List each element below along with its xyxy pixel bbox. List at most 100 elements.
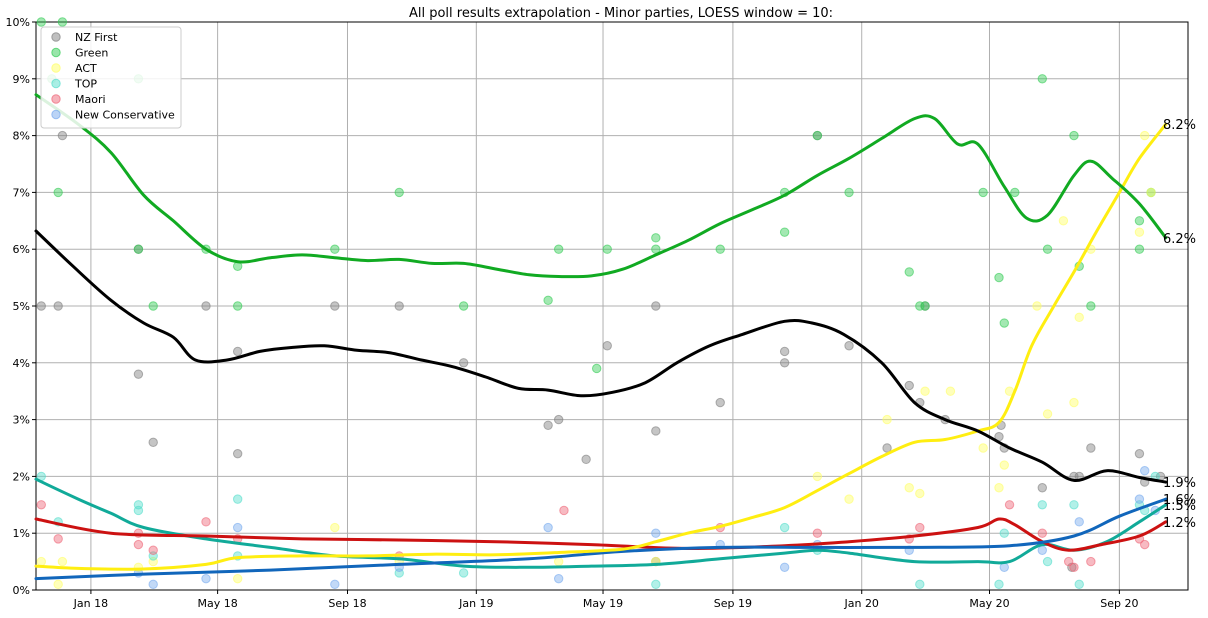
x-tick-label: Jan 18 xyxy=(73,597,108,610)
legend-marker xyxy=(51,109,61,120)
data-point xyxy=(651,301,661,311)
data-point xyxy=(715,397,725,408)
data-point xyxy=(779,358,790,368)
legend-label: TOP xyxy=(74,78,97,91)
data-point xyxy=(715,244,725,254)
data-point xyxy=(1134,216,1145,226)
data-point xyxy=(133,539,144,550)
legend-label: NZ First xyxy=(75,31,118,44)
data-point xyxy=(36,500,46,510)
data-point xyxy=(133,244,144,254)
data-point xyxy=(53,187,63,198)
data-point xyxy=(1069,500,1079,510)
data-point xyxy=(999,562,1009,572)
data-point xyxy=(779,346,790,357)
endlabels-layer: 8.2% 6.2% 1.9% 1.6%1.5% 1.2% xyxy=(1163,118,1196,531)
data-point xyxy=(1010,187,1020,198)
end-label-nz-first: 1.9% xyxy=(1163,476,1196,491)
data-point xyxy=(232,301,243,311)
data-point xyxy=(232,573,243,584)
end-label-new-conservative: 1.6% xyxy=(1163,493,1196,508)
data-point xyxy=(1134,227,1145,237)
axis-layer: 0% 1% 2% 3% 4% 5% 6% 7% 8% 9% 10% Jan 18 May 18 Sep 1… xyxy=(6,16,1189,610)
data-point xyxy=(57,17,68,27)
y-tick-label: 5% xyxy=(13,300,30,313)
data-point xyxy=(553,573,564,584)
points-top xyxy=(36,471,1160,590)
data-point xyxy=(882,443,892,453)
data-point xyxy=(945,386,956,396)
data-point xyxy=(36,301,46,311)
x-tick-label: Sep 19 xyxy=(714,597,752,610)
y-tick-label: 4% xyxy=(13,357,30,370)
data-point xyxy=(1086,443,1096,453)
x-tick-label: Sep 20 xyxy=(1100,597,1138,610)
data-point xyxy=(915,488,925,499)
trend-line-new-conservative xyxy=(34,497,1168,581)
data-point xyxy=(53,579,63,590)
legend-item-green: Green xyxy=(51,47,108,60)
data-point xyxy=(553,414,564,425)
data-point xyxy=(1074,312,1084,323)
data-point xyxy=(330,522,340,533)
data-point xyxy=(330,244,340,254)
data-point xyxy=(812,471,823,482)
data-point xyxy=(1037,545,1047,555)
legend-item-maori: Maori xyxy=(51,93,106,106)
data-point xyxy=(978,187,988,198)
data-point xyxy=(553,556,564,567)
data-point xyxy=(1086,556,1096,567)
data-point xyxy=(882,414,892,425)
data-point xyxy=(232,494,243,504)
data-point xyxy=(1086,301,1096,311)
data-point xyxy=(53,301,63,311)
data-point xyxy=(1069,562,1079,572)
y-tick-label: 0% xyxy=(13,584,30,597)
data-point xyxy=(915,522,925,533)
data-point xyxy=(133,369,144,379)
y-tick-label: 1% xyxy=(13,527,30,540)
data-point xyxy=(779,562,790,572)
data-point xyxy=(1037,483,1047,493)
trend-line-maori xyxy=(34,517,1168,552)
data-point xyxy=(458,358,469,368)
data-point xyxy=(1134,494,1145,504)
trend-line-green xyxy=(34,93,1168,279)
data-point xyxy=(904,380,914,391)
data-point xyxy=(201,573,211,584)
data-point xyxy=(543,420,553,430)
legend-label: ACT xyxy=(75,62,97,75)
data-point xyxy=(36,17,46,27)
data-point xyxy=(581,454,591,465)
data-point xyxy=(1042,556,1053,567)
legend-marker xyxy=(51,94,61,104)
data-point xyxy=(1134,244,1145,254)
data-point xyxy=(36,556,46,567)
data-point xyxy=(999,460,1009,470)
legend-box xyxy=(40,26,182,129)
data-point xyxy=(1042,244,1053,254)
data-point xyxy=(232,346,243,357)
y-tick-label: 9% xyxy=(13,73,30,86)
data-point xyxy=(559,505,569,516)
data-point xyxy=(779,227,790,237)
data-point xyxy=(133,505,144,516)
y-tick-label: 6% xyxy=(13,243,30,256)
lines-layer xyxy=(34,93,1168,581)
trend-line-nz-first xyxy=(34,229,1168,484)
data-point xyxy=(994,579,1004,590)
data-point xyxy=(812,130,823,141)
y-tick-label: 3% xyxy=(13,414,30,427)
data-point xyxy=(602,244,612,254)
y-tick-label: 8% xyxy=(13,130,30,143)
data-point xyxy=(53,534,63,544)
data-point xyxy=(920,386,930,396)
legend-item-top: TOP xyxy=(51,78,97,91)
data-point xyxy=(915,579,925,590)
data-point xyxy=(812,528,823,538)
data-point xyxy=(232,522,243,533)
data-point xyxy=(330,301,340,311)
data-point xyxy=(543,295,553,306)
data-point xyxy=(844,341,854,351)
x-tick-label: May 19 xyxy=(583,597,623,610)
